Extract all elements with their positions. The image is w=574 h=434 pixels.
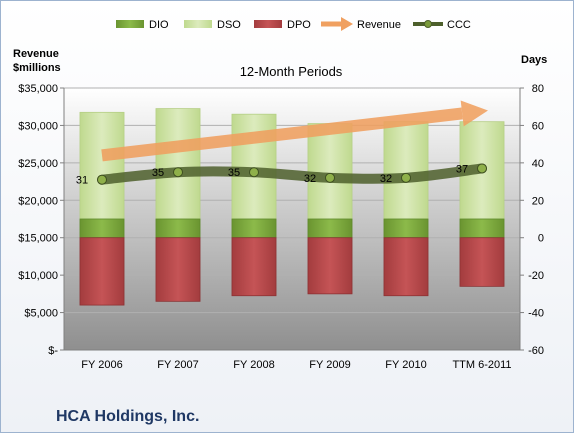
right-tick-label: 80 xyxy=(532,83,544,95)
left-tick-label: $5,000 xyxy=(24,308,58,320)
category-label: FY 2007 xyxy=(157,359,198,371)
company-name: HCA Holdings, Inc. xyxy=(56,408,199,425)
gridlines xyxy=(64,87,520,314)
right-tick-label: 40 xyxy=(532,158,544,170)
ccc-point xyxy=(97,174,107,185)
legend-swatch-revenue xyxy=(321,17,353,31)
bar-dso xyxy=(383,121,429,220)
ccc-point xyxy=(249,167,259,178)
right-tick-label: 60 xyxy=(532,120,544,132)
bar-dpo xyxy=(231,237,277,297)
bar-dio xyxy=(383,218,429,239)
right-tick-label: -40 xyxy=(528,308,544,320)
category-label: FY 2009 xyxy=(309,359,350,371)
category-label: FY 2006 xyxy=(81,359,122,371)
legend-swatch-dio xyxy=(116,20,144,28)
bar-dpo xyxy=(79,237,125,306)
right-axis-title: Days xyxy=(521,54,547,66)
legend-label-dpo: DPO xyxy=(287,19,311,31)
left-tick-label: $- xyxy=(48,345,58,357)
bar-dpo xyxy=(155,237,201,302)
ccc-point xyxy=(173,167,183,178)
left-tick-label: $30,000 xyxy=(18,120,58,132)
ccc-data-label: 35 xyxy=(152,167,164,179)
bar-dpo xyxy=(307,237,353,295)
ccc-data-label: 31 xyxy=(76,175,88,187)
left-tick-label: $35,000 xyxy=(18,83,58,95)
left-tick-label: $15,000 xyxy=(18,233,58,245)
category-label: TTM 6-2011 xyxy=(452,359,511,371)
left-tick-label: $10,000 xyxy=(18,270,58,282)
bar-dpo xyxy=(459,237,505,287)
ccc-line: 31 35 35 32 32 37 xyxy=(76,163,487,187)
legend-swatch-dpo xyxy=(254,20,282,28)
bars xyxy=(79,108,505,306)
ccc-data-label: 35 xyxy=(228,167,240,179)
legend-label-dso: DSO xyxy=(217,19,241,31)
right-tick-label: 0 xyxy=(538,233,544,245)
legend-swatch-ccc xyxy=(413,20,443,28)
right-tick-label: 20 xyxy=(532,195,544,207)
bar-dso xyxy=(79,111,125,220)
legend: DIO DSO DPO Revenue CCC xyxy=(116,17,471,31)
revenue-arrow-head xyxy=(460,100,488,127)
ccc-point xyxy=(477,163,487,174)
legend-label-dio: DIO xyxy=(149,19,169,31)
legend-label-ccc: CCC xyxy=(447,19,471,31)
ccc-data-label: 32 xyxy=(380,173,392,185)
bar-dio xyxy=(79,218,125,239)
ccc-line-path xyxy=(97,163,487,185)
ccc-data-label: 37 xyxy=(456,163,468,175)
legend-swatch-dso xyxy=(184,20,212,28)
bar-dio xyxy=(459,218,505,239)
category-label: FY 2008 xyxy=(233,359,274,371)
left-tick-label: $20,000 xyxy=(18,195,58,207)
bar-dso xyxy=(307,123,353,220)
ccc-point xyxy=(401,172,411,183)
bar-dpo xyxy=(383,237,429,297)
left-axis-title-line2: $millions xyxy=(13,62,61,74)
bar-dio xyxy=(231,218,277,239)
legend-label-revenue: Revenue xyxy=(357,19,401,31)
ccc-data-label: 32 xyxy=(304,173,316,185)
right-tick-label: -20 xyxy=(528,270,544,282)
right-tick-label: -60 xyxy=(528,345,544,357)
axes: $- -60 $5,000 -40 $10,000 -20 $15,000 0 $20,000 2… xyxy=(18,83,544,371)
ccc-point xyxy=(325,172,335,183)
revenue-arrow xyxy=(101,100,488,162)
bar-dio xyxy=(307,218,353,239)
category-label: FY 2010 xyxy=(385,359,426,371)
revenue-arrow-shaft xyxy=(101,107,463,162)
bar-dso xyxy=(155,108,201,220)
bar-dio xyxy=(155,218,201,239)
chart-subtitle: 12-Month Periods xyxy=(240,64,343,79)
left-tick-label: $25,000 xyxy=(18,158,58,170)
left-axis-title-line1: Revenue xyxy=(13,48,59,60)
